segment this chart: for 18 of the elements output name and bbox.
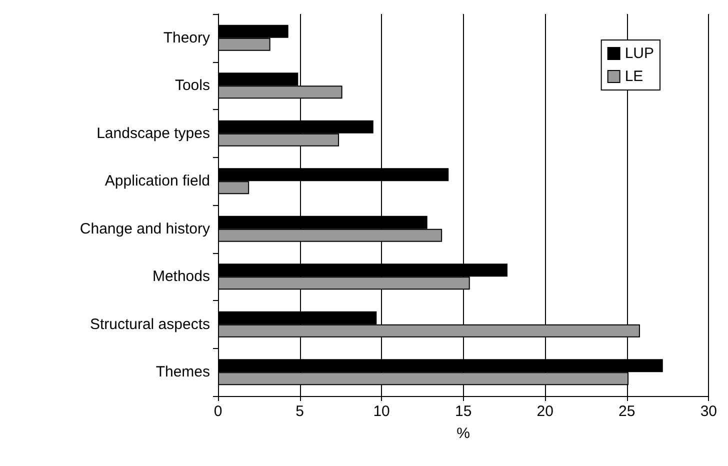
y-tick-label: Theory: [163, 29, 210, 46]
y-tick-label: Tools: [174, 77, 210, 94]
x-axis-title: %: [456, 425, 470, 442]
y-tick-label: Methods: [152, 268, 210, 286]
x-tick-label: 15: [454, 403, 472, 420]
x-tick-label: 30: [700, 403, 717, 420]
x-tick-label: 25: [618, 403, 636, 420]
y-tick-label: Structural aspects: [90, 316, 210, 333]
x-tick-label: 0: [214, 403, 222, 420]
y-tick-label: Application field: [104, 172, 210, 190]
x-tick-label: 5: [296, 403, 304, 420]
y-tick-label: Landscape types: [96, 124, 210, 142]
x-tick-label: 10: [373, 403, 390, 420]
legend-label: LE: [624, 68, 644, 85]
y-tick-label: Themes: [156, 364, 210, 381]
legend-label: LUP: [624, 45, 654, 62]
x-tick-label: 20: [536, 403, 554, 420]
y-tick-label: Change and history: [80, 220, 210, 238]
